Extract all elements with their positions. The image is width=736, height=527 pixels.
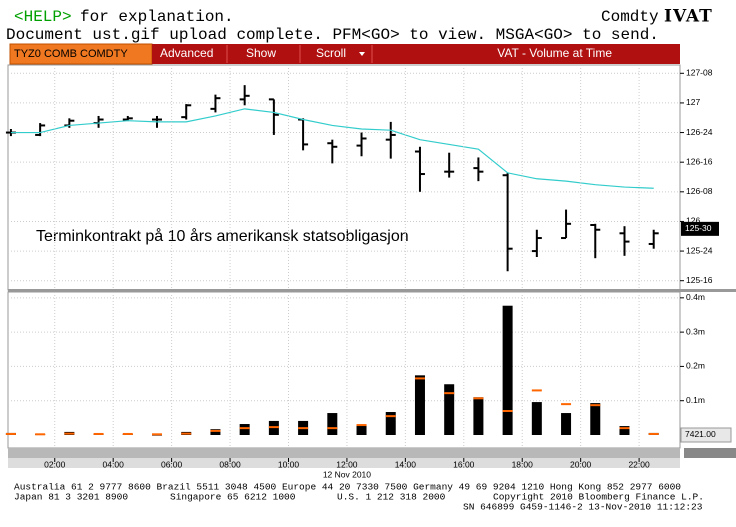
x-tick-label: 02:00 bbox=[44, 459, 66, 469]
x-tick-label: 12:00 bbox=[336, 459, 358, 469]
volume-bar bbox=[502, 305, 513, 435]
volume-bar bbox=[385, 412, 396, 435]
volume-bar bbox=[327, 413, 338, 435]
message: Document ust.gif upload complete. PFM<GO… bbox=[6, 26, 659, 44]
x-tick-label: 18:00 bbox=[512, 459, 534, 469]
footer-line: Japan 81 3 3201 8900 bbox=[14, 492, 128, 503]
volume-bar bbox=[531, 402, 542, 435]
footer-line: U.S. 1 212 318 2000 bbox=[337, 492, 446, 503]
volume-bar bbox=[473, 397, 484, 435]
y-tick-label: 125-24 bbox=[686, 245, 713, 255]
x-tick-label: 06:00 bbox=[161, 459, 183, 469]
x-tick-label: 14:00 bbox=[395, 459, 417, 469]
last-value-label: 125-30 bbox=[685, 223, 712, 233]
y-tick-label: 0.1m bbox=[686, 395, 705, 405]
button-show[interactable]: Show bbox=[246, 46, 276, 60]
footer-line: Copyright 2010 Bloomberg Finance L.P. bbox=[493, 492, 704, 503]
y-tick-label: 127 bbox=[686, 97, 700, 107]
scrollbar-end bbox=[684, 448, 736, 458]
help-key[interactable]: <HELP> bbox=[14, 8, 72, 26]
button-advanced[interactable]: Advanced bbox=[160, 46, 213, 60]
function: IVAT bbox=[664, 7, 713, 27]
time-axis bbox=[8, 458, 680, 468]
panel-divider bbox=[8, 289, 736, 292]
help-text: for explanation. bbox=[80, 8, 234, 26]
volume-bar bbox=[561, 413, 572, 435]
security: TYZ0 COMB COMDTY bbox=[14, 48, 128, 60]
toolbar-title: VAT - Volume at Time bbox=[497, 46, 612, 60]
button-scroll[interactable]: Scroll bbox=[316, 46, 346, 60]
volume-bar bbox=[414, 375, 425, 435]
x-tick-label: 16:00 bbox=[453, 459, 475, 469]
last-volume-label: 7421.00 bbox=[685, 429, 716, 439]
volume-bar bbox=[239, 424, 250, 435]
price-panel bbox=[7, 64, 681, 291]
footer-line: SN 646899 G459-1146-2 13-Nov-2010 11:12:… bbox=[463, 502, 703, 513]
y-tick-label: 0.4m bbox=[686, 292, 705, 302]
volume-bar bbox=[444, 384, 455, 435]
y-tick-label: 126-16 bbox=[686, 156, 713, 166]
dropdown-arrow[interactable] bbox=[359, 52, 365, 56]
y-tick-label: 127-08 bbox=[686, 68, 713, 78]
x-tick-label: 04:00 bbox=[103, 459, 125, 469]
volume-bar bbox=[210, 429, 221, 435]
scrollbar[interactable] bbox=[8, 448, 680, 458]
x-tick-label: 20:00 bbox=[570, 459, 592, 469]
y-tick-label: 125-16 bbox=[686, 275, 713, 285]
annotation: Terminkontrakt på 10 års amerikansk stat… bbox=[36, 227, 409, 245]
last-value-box bbox=[681, 221, 719, 236]
volume-bar bbox=[590, 403, 601, 435]
volume-panel bbox=[7, 291, 681, 449]
last-volume-box bbox=[680, 427, 732, 443]
date-label: 12 Nov 2010 bbox=[323, 469, 371, 479]
y-tick-label: 0.3m bbox=[686, 326, 705, 336]
footer-line: Singapore 65 6212 1000 bbox=[170, 492, 296, 503]
volume-bar bbox=[619, 426, 630, 435]
x-tick-label: 22:00 bbox=[628, 459, 650, 469]
moving-average bbox=[10, 108, 654, 189]
market: Comdty bbox=[601, 8, 659, 26]
y-tick-label: 126-24 bbox=[686, 127, 713, 137]
y-tick-label: 0.2m bbox=[686, 361, 705, 371]
x-tick-label: 10:00 bbox=[278, 459, 300, 469]
y-tick-label: 126-08 bbox=[686, 186, 713, 196]
x-tick-label: 08:00 bbox=[219, 459, 241, 469]
volume-bar bbox=[356, 425, 367, 435]
y-tick-label: 126 bbox=[686, 216, 700, 226]
toolbar bbox=[152, 44, 680, 64]
footer-line: Australia 61 2 9777 8600 Brazil 5511 304… bbox=[14, 482, 681, 493]
